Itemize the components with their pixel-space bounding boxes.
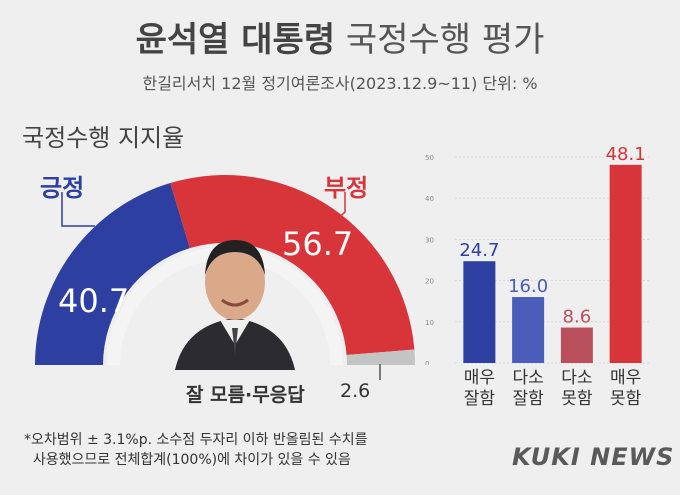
bar-category-label-line: 다소 — [561, 368, 593, 388]
positive-leader-line — [61, 192, 95, 227]
bar-value-label: 48.1 — [606, 145, 646, 165]
section-title: 국정수행 지지율 — [22, 124, 185, 152]
bar-category-label-line: 못함 — [561, 389, 593, 409]
dontknow-label: 잘 모름·무응답 — [186, 384, 305, 406]
gauge-segment-positive — [35, 183, 190, 365]
bar-category-label: 다소 못함 — [557, 368, 597, 410]
y-tick-label: 50 — [425, 154, 434, 162]
title-light: 국정수행 평가 — [345, 20, 545, 60]
negative-value: 56.7 — [282, 225, 354, 263]
bar-category-label-line: 못함 — [609, 389, 642, 409]
bar — [512, 297, 545, 363]
title-bold: 윤석열 대통령 — [135, 20, 336, 60]
positive-label: 긍정 — [40, 174, 85, 202]
gauge-inner-ring — [107, 247, 343, 365]
bar-value-label: 8.6 — [563, 307, 592, 328]
page-title: 윤석열 대통령 국정수행 평가 — [0, 12, 680, 61]
dontknow-value: 2.6 — [340, 380, 371, 402]
bar — [609, 164, 642, 363]
dontknow-leader-line — [379, 364, 381, 380]
footnote: *오차범위 ± 3.1%p. 소수점 두자리 이하 반올림된 수치를 사용했으므… — [24, 432, 368, 468]
y-tick-label: 10 — [425, 319, 434, 327]
rating-bar-chart: 0 10 20 30 40 50 24.7 16.0 8.6 48.1 — [425, 145, 650, 365]
kuki-news-logo: KUKI NEWS — [512, 443, 675, 471]
bar — [560, 327, 593, 363]
negative-label: 부정 — [324, 174, 369, 202]
bar-category-label: 매우 못함 — [606, 368, 646, 410]
bar-category-label-line: 매우 — [609, 368, 642, 388]
negative-leader-line — [329, 192, 346, 227]
gauge-segment-negative — [170, 175, 415, 356]
positive-value: 40.7 — [58, 282, 130, 320]
bar-category-label-line: 잘함 — [463, 389, 496, 409]
y-tick-label: 20 — [425, 278, 434, 286]
bar-value-label: 16.0 — [508, 276, 548, 297]
bar-category-label-line: 매우 — [463, 368, 496, 388]
y-tick-label: 0 — [425, 360, 429, 365]
president-photo — [170, 220, 300, 374]
bar-category-label: 매우 잘함 — [459, 368, 499, 410]
approval-gauge — [35, 175, 415, 380]
y-tick-label: 40 — [425, 195, 434, 203]
bar — [463, 261, 496, 363]
bar-category-label-line: 잘함 — [512, 389, 544, 409]
y-tick-label: 30 — [425, 236, 434, 244]
bar-value-label: 24.7 — [459, 240, 499, 261]
subtitle: 한길리서치 12월 정기여론조사(2023.12.9~11) 단위: % — [142, 74, 538, 93]
bar-category-label: 다소 잘함 — [508, 368, 548, 410]
gauge-segment-dontknow — [346, 349, 415, 365]
bar-category-label-line: 다소 — [512, 368, 544, 388]
